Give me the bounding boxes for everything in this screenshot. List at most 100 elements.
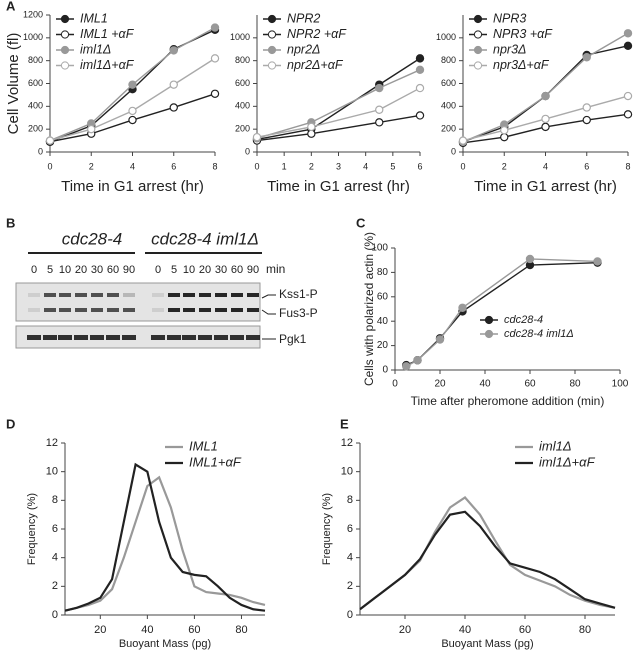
- x-tick-label: 100: [612, 379, 629, 390]
- y-tick-label: 800: [235, 55, 250, 65]
- legend-marker: [267, 30, 277, 39]
- data-point: [415, 65, 425, 75]
- x-tick-label: 2: [89, 161, 94, 171]
- band: [75, 293, 87, 297]
- data-point: [593, 257, 602, 266]
- lane-label: 20: [199, 264, 211, 276]
- group-label: cdc28-4: [62, 229, 122, 248]
- legend-label: IML1+αF: [189, 454, 242, 469]
- x-axis-label: Buoyant Mass (pg): [119, 638, 211, 650]
- y-tick-label: 6: [52, 523, 58, 535]
- lane-label: 20: [75, 264, 87, 276]
- band: [230, 335, 244, 340]
- legend-marker: [484, 315, 494, 325]
- legend-marker: [267, 45, 277, 55]
- y-tick-label: 800: [441, 55, 456, 65]
- series-line: [64, 475, 266, 612]
- data-point: [500, 126, 509, 135]
- band: [122, 335, 136, 340]
- y-tick-label: 0: [451, 146, 456, 156]
- band: [123, 293, 135, 297]
- lane-label: 60: [231, 264, 243, 276]
- band-pointer: [261, 309, 276, 315]
- band: [74, 335, 88, 340]
- x-tick-label: 8: [212, 161, 217, 171]
- legend-label: IML1 +αF: [80, 27, 135, 41]
- y-tick-label: 0: [52, 609, 58, 621]
- data-point: [210, 89, 220, 98]
- x-tick-label: 4: [130, 161, 135, 171]
- band: [183, 308, 195, 312]
- legend-label: NPR2: [287, 11, 320, 25]
- data-point: [415, 111, 425, 120]
- x-tick-label: 80: [579, 624, 591, 636]
- data-point: [413, 356, 422, 365]
- lane-label: 5: [171, 264, 177, 276]
- legend-label: cdc28-4 iml1Δ: [504, 328, 574, 340]
- y-tick-label: 80: [377, 267, 389, 278]
- legend-label: iml1Δ+αF: [539, 454, 596, 469]
- data-point: [375, 105, 384, 114]
- band: [215, 308, 227, 312]
- y-tick-label: 0: [38, 146, 43, 156]
- band: [182, 335, 196, 340]
- band: [247, 293, 259, 297]
- band: [27, 335, 41, 340]
- data-point: [458, 303, 467, 312]
- legend-label: IML1: [80, 11, 108, 25]
- y-tick-label: 800: [28, 55, 43, 65]
- data-point: [582, 115, 591, 125]
- x-tick-label: 2: [309, 161, 314, 171]
- legend-label: NPR3: [493, 11, 526, 25]
- panel-label: A: [6, 0, 16, 13]
- y-tick-label: 1000: [23, 32, 43, 42]
- y-tick-label: 12: [341, 437, 353, 449]
- x-tick-label: 20: [434, 379, 446, 390]
- data-point: [128, 115, 137, 125]
- x-tick-label: 6: [417, 161, 422, 171]
- series-line: [359, 510, 616, 611]
- data-point: [210, 54, 220, 63]
- band: [58, 335, 72, 340]
- legend-label: iml1Δ: [539, 438, 572, 453]
- x-axis-label: Time after pheromone addition (min): [411, 394, 605, 408]
- blot-membrane: [15, 282, 261, 322]
- x-tick-label: 6: [171, 161, 176, 171]
- band: [90, 335, 104, 340]
- legend-marker: [267, 61, 277, 70]
- y-axis-label: Cell Volume (fl): [5, 33, 22, 135]
- group-label: cdc28-4 iml1Δ: [151, 229, 259, 248]
- data-point: [45, 136, 55, 145]
- data-point: [128, 80, 137, 89]
- band: [246, 335, 260, 340]
- series-line: [256, 87, 421, 138]
- x-tick-label: 3: [336, 161, 341, 171]
- y-tick-label: 4: [52, 552, 58, 564]
- x-axis-label: Buoyant Mass (pg): [441, 638, 533, 650]
- data-point: [435, 335, 445, 344]
- y-tick-label: 40: [377, 316, 389, 327]
- data-point: [169, 46, 178, 55]
- lane-label: 10: [183, 264, 195, 276]
- lane-label: 90: [123, 264, 135, 276]
- data-point: [252, 132, 262, 142]
- x-tick-label: 1: [282, 161, 287, 171]
- x-tick-label: 20: [94, 624, 106, 636]
- legend-label: NPR2 +αF: [287, 27, 347, 41]
- data-point: [541, 114, 550, 124]
- x-tick-label: 0: [392, 379, 398, 390]
- y-tick-label: 100: [371, 243, 388, 254]
- x-tick-label: 60: [188, 624, 200, 636]
- x-tick-label: 80: [235, 624, 247, 636]
- lane-label: 0: [31, 264, 37, 276]
- legend-label: iml1Δ: [80, 42, 111, 56]
- band: [106, 335, 120, 340]
- band: [247, 308, 259, 312]
- data-point: [525, 254, 535, 264]
- y-tick-label: 400: [28, 101, 43, 111]
- x-tick-label: 8: [625, 161, 630, 171]
- legend-label: iml1Δ+αF: [80, 58, 135, 72]
- data-point: [623, 41, 633, 51]
- band: [198, 335, 212, 340]
